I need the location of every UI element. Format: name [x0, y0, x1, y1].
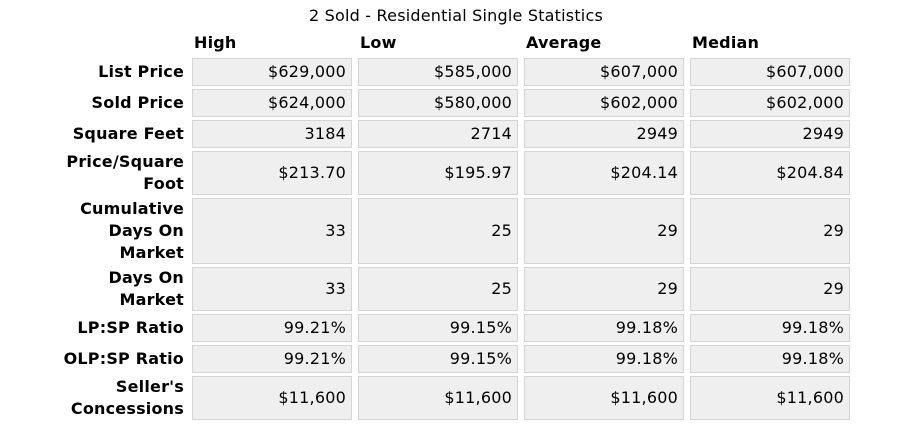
value-cell: $11,600	[690, 376, 850, 420]
value-cell: 25	[358, 267, 518, 311]
value-cell: 99.21%	[192, 314, 352, 342]
value-cell: 25	[358, 198, 518, 264]
row-label: List Price	[98, 62, 184, 81]
value-cell: 2714	[358, 120, 518, 148]
value-cell: 33	[192, 198, 352, 264]
table-row: Sold Price $624,000 $580,000 $602,000 $602,0…	[6, 89, 850, 117]
value-cell: $585,000	[358, 58, 518, 86]
value-cell: 2949	[690, 120, 850, 148]
value-cell: 99.15%	[358, 314, 518, 342]
row-label: Sold Price	[91, 93, 184, 112]
table-row: List Price $629,000 $585,000 $607,000 $607,0…	[6, 58, 850, 86]
table-row: OLP:SP Ratio 99.21% 99.15% 99.18% 99.18%	[6, 345, 850, 373]
statistics-page: 2 Sold - Residential Single Statistics H…	[0, 6, 856, 423]
value-cell: $629,000	[192, 58, 352, 86]
row-label: Square Feet	[72, 124, 184, 143]
value-cell: 2949	[524, 120, 684, 148]
value-cell: $607,000	[524, 58, 684, 86]
value-cell: 29	[690, 198, 850, 264]
value-cell: 99.15%	[358, 345, 518, 373]
value-cell: 29	[690, 267, 850, 311]
page-title: 2 Sold - Residential Single Statistics	[309, 6, 603, 25]
row-label: Price/Square Foot	[66, 152, 184, 193]
value-cell: $602,000	[524, 89, 684, 117]
value-cell: $11,600	[524, 376, 684, 420]
value-cell: $204.84	[690, 151, 850, 195]
value-cell: 33	[192, 267, 352, 311]
value-cell: 99.18%	[524, 314, 684, 342]
column-header-low: Low	[360, 33, 397, 52]
table-row: Seller's Concessions $11,600 $11,600 $11,60…	[6, 376, 850, 420]
value-cell: 99.18%	[524, 345, 684, 373]
header-row: High Low Average Median	[6, 32, 850, 55]
value-cell: $11,600	[358, 376, 518, 420]
table-row: Days On Market 33 25 29 29	[6, 267, 850, 311]
value-cell: $213.70	[192, 151, 352, 195]
value-cell: $607,000	[690, 58, 850, 86]
row-label: LP:SP Ratio	[77, 318, 184, 337]
table-row: LP:SP Ratio 99.21% 99.15% 99.18% 99.18%	[6, 314, 850, 342]
value-cell: 29	[524, 267, 684, 311]
row-label: Days On Market	[108, 268, 184, 309]
row-label: Seller's Concessions	[70, 377, 184, 418]
column-header-median: Median	[692, 33, 760, 52]
corner-spacer	[6, 32, 186, 55]
table-row: Cumulative Days On Market 33 25 29 29	[6, 198, 850, 264]
value-cell: 3184	[192, 120, 352, 148]
column-header-high: High	[194, 33, 237, 52]
row-label: Cumulative Days On Market	[80, 199, 184, 262]
column-header-average: Average	[526, 33, 602, 52]
table-body: List Price $629,000 $585,000 $607,000 $607,0…	[6, 58, 850, 420]
value-cell: $602,000	[690, 89, 850, 117]
table-row: Square Feet 3184 2714 2949 2949	[6, 120, 850, 148]
value-cell: $11,600	[192, 376, 352, 420]
table-row: Price/Square Foot $213.70 $195.97 $204.14 $2…	[6, 151, 850, 195]
value-cell: $580,000	[358, 89, 518, 117]
row-label: OLP:SP Ratio	[63, 349, 184, 368]
value-cell: 99.18%	[690, 314, 850, 342]
value-cell: $195.97	[358, 151, 518, 195]
value-cell: 99.21%	[192, 345, 352, 373]
value-cell: $624,000	[192, 89, 352, 117]
statistics-table: High Low Average Median List Price $629,0…	[0, 29, 856, 423]
value-cell: 29	[524, 198, 684, 264]
value-cell: $204.14	[524, 151, 684, 195]
value-cell: 99.18%	[690, 345, 850, 373]
